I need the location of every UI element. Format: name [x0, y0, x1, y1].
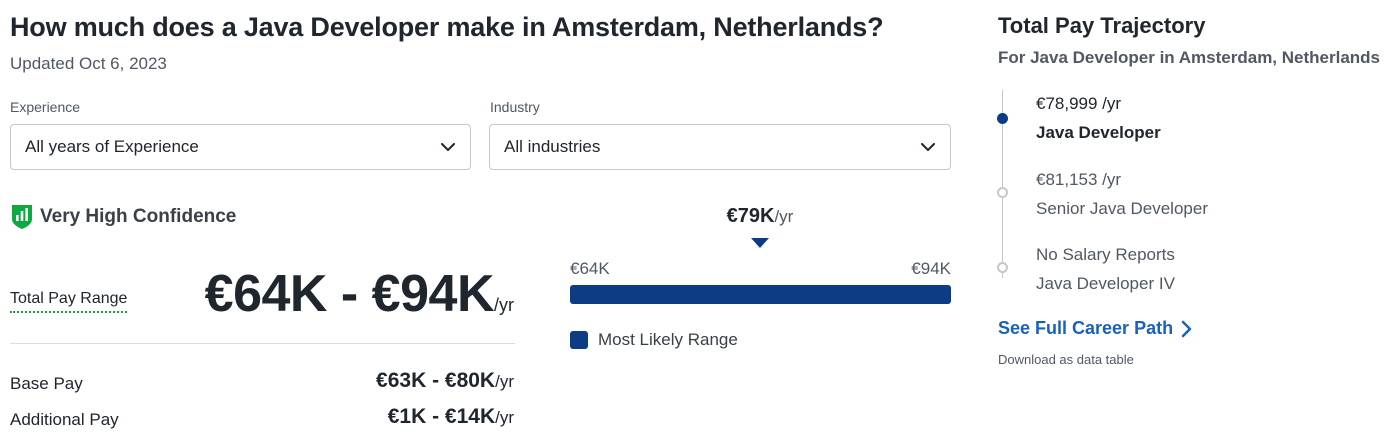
base-pay-label: Base Pay	[10, 374, 83, 393]
total-pay-unit: /yr	[494, 295, 514, 315]
timeline-dot	[997, 262, 1008, 273]
confidence-label: Very High Confidence	[40, 206, 237, 227]
most-likely-range-bar	[570, 285, 951, 304]
chevron-down-icon	[440, 139, 456, 155]
additional-pay-unit: /yr	[495, 408, 514, 427]
total-pay-amount: €64K - €94K	[204, 265, 495, 323]
confidence-indicator: Very High Confidence	[10, 204, 236, 230]
median-value: €79K	[726, 205, 775, 227]
updated-date: Updated Oct 6, 2023	[10, 54, 167, 73]
timeline-dot-current	[997, 113, 1008, 124]
base-pay-amount: €63K - €80K	[376, 369, 496, 392]
industry-dropdown[interactable]: All industries	[489, 124, 951, 170]
median-marker-icon	[751, 238, 769, 248]
range-high-label: €94K	[911, 259, 951, 278]
additional-pay-label: Additional Pay	[10, 410, 119, 429]
total-pay-range-value: €64K - €94K /yr	[205, 264, 514, 324]
median-pay: €79K/yr	[700, 205, 820, 228]
trajectory-salary: €81,153 /yr	[1036, 170, 1122, 189]
range-bar-track	[570, 285, 951, 304]
median-unit: /yr	[774, 207, 794, 226]
trajectory-role: Java Developer	[1036, 123, 1161, 142]
legend-swatch	[570, 331, 588, 349]
divider	[10, 343, 515, 344]
career-link-label: See Full Career Path	[998, 318, 1174, 338]
page-title: How much does a Java Developer make in A…	[10, 12, 884, 42]
experience-value: All years of Experience	[25, 137, 199, 156]
additional-pay-amount: €1K - €14K	[387, 405, 496, 428]
industry-label: Industry	[490, 99, 540, 115]
trajectory-salary: €78,999 /yr	[1036, 94, 1122, 113]
trajectory-role: Senior Java Developer	[1036, 199, 1208, 218]
confidence-shield-icon	[10, 204, 34, 230]
trajectory-title: Total Pay Trajectory	[998, 13, 1206, 38]
total-pay-range-label[interactable]: Total Pay Range	[10, 290, 128, 313]
legend-label: Most Likely Range	[598, 330, 738, 349]
timeline-dot	[997, 187, 1008, 198]
chevron-right-icon	[1181, 320, 1195, 338]
base-pay-value: €63K - €80K /yr	[376, 369, 514, 393]
chevron-down-icon	[920, 139, 936, 155]
base-pay-unit: /yr	[495, 372, 514, 391]
experience-label: Experience	[10, 99, 81, 115]
see-full-career-path-link[interactable]: See Full Career Path	[998, 318, 1195, 339]
trajectory-subtitle: For Java Developer in Amsterdam, Netherl…	[998, 48, 1381, 67]
range-low-label: €64K	[570, 259, 610, 278]
trajectory-role: Java Developer IV	[1036, 274, 1175, 293]
additional-pay-value: €1K - €14K /yr	[388, 405, 514, 429]
timeline-line	[1002, 90, 1003, 278]
range-legend: Most Likely Range	[570, 330, 738, 350]
industry-value: All industries	[504, 137, 601, 156]
experience-dropdown[interactable]: All years of Experience	[10, 124, 471, 170]
trajectory-salary: No Salary Reports	[1036, 245, 1175, 264]
download-data-table-link[interactable]: Download as data table	[998, 352, 1134, 367]
